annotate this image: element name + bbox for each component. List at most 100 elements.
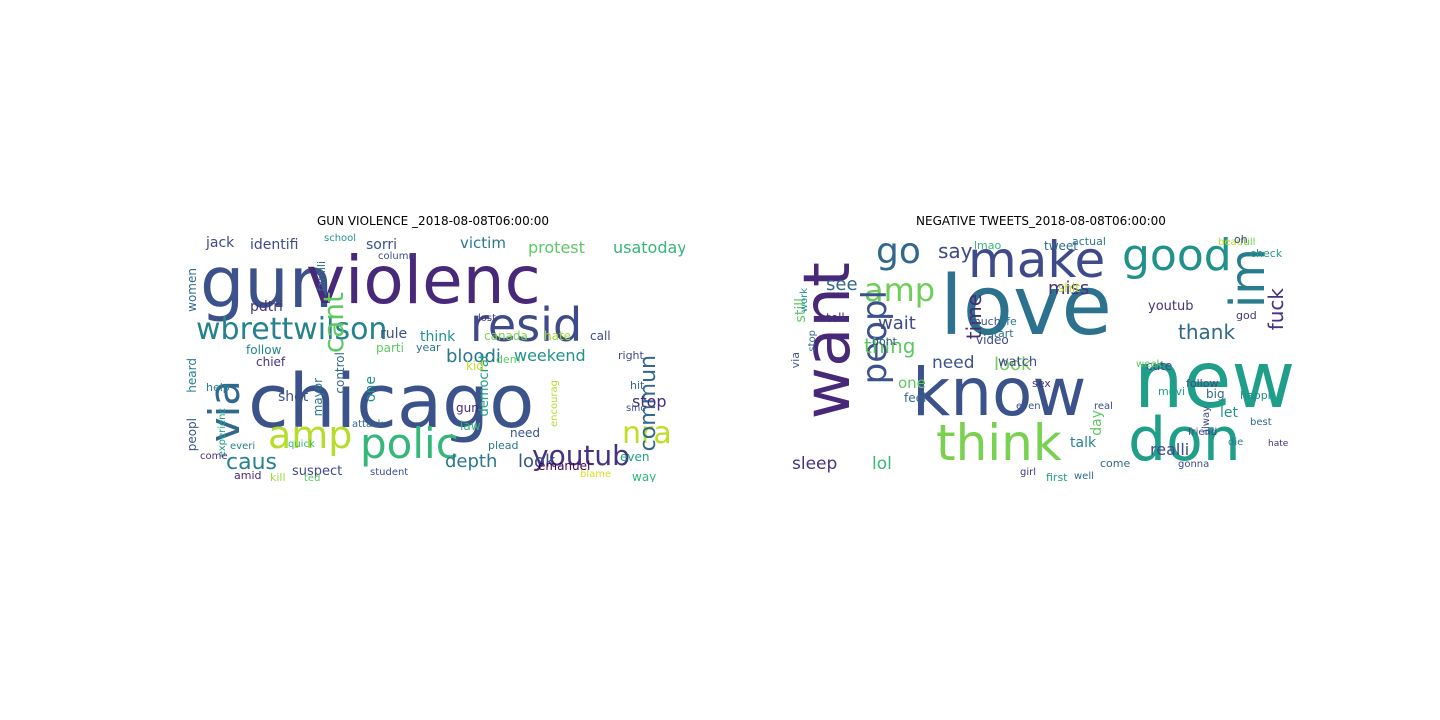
cloud-word: even	[1016, 401, 1041, 412]
cloud-word: new	[1134, 336, 1294, 426]
cloud-word: heard	[185, 358, 199, 393]
cloud-word: polic	[360, 419, 459, 468]
cloud-word: god	[1236, 309, 1257, 322]
cloud-word: hate	[544, 329, 572, 343]
cloud-word: come	[200, 451, 228, 462]
cloud-word: help	[206, 381, 230, 394]
cloud-word: pdtri	[250, 299, 283, 315]
cloud-word: tell	[826, 311, 845, 325]
cloud-word: happi	[1240, 389, 1271, 402]
cloud-word: gun	[456, 401, 479, 415]
cloud-word: jack	[206, 235, 235, 251]
cloud-word: actual	[1072, 235, 1106, 248]
cloud-word: alway	[1201, 406, 1212, 436]
cloud-word: full	[1240, 237, 1256, 248]
cloud-word: fuck	[1264, 288, 1288, 331]
cloud-word: day	[1089, 410, 1105, 436]
cloud-word: peopl	[185, 418, 199, 452]
cloud-word: die	[1228, 437, 1244, 448]
cloud-word: women	[185, 268, 199, 312]
cloud-word: cant	[317, 292, 350, 354]
cloud-word: resid	[470, 298, 583, 352]
cloud-word: caus	[226, 450, 277, 475]
cloud-word: beauti	[1218, 237, 1250, 248]
cloud-word: sinc	[626, 403, 646, 414]
cloud-word: think	[936, 414, 1062, 472]
cloud-word: law	[460, 419, 481, 433]
cloud-word: one	[363, 376, 379, 403]
cloud-word: dont	[872, 335, 897, 348]
cloud-word: video	[976, 333, 1009, 347]
cloud-word: sorri	[366, 237, 398, 253]
cloud-word: encourag	[549, 380, 560, 428]
cloud-word: wait	[878, 313, 916, 334]
cloud-word: kill	[270, 471, 286, 482]
cloud-word: amid	[234, 469, 262, 482]
cloud-word: first	[1046, 471, 1068, 482]
cloud-word: wbrettwilson	[196, 312, 388, 347]
cloud-word: school	[324, 233, 357, 244]
cloud-word: look	[994, 354, 1032, 375]
cloud-word: thing	[864, 334, 916, 358]
cloud-word: miss	[1048, 278, 1090, 299]
cloud-word: youtub	[532, 439, 630, 472]
cloud-word: emanuel	[538, 459, 591, 473]
cloud-word: need	[932, 353, 975, 373]
cloud-word: let	[1220, 405, 1238, 421]
cloud-word: attack	[352, 419, 384, 430]
cloud-word: thank	[1178, 320, 1236, 344]
cloud-word: hit	[630, 379, 645, 392]
cloud-word: need	[510, 426, 540, 440]
cloud-word: rule	[380, 326, 408, 342]
negative-tweets-word-cloud: love new want know make good don think im go say am…	[788, 230, 1294, 482]
cloud-word: weekend	[514, 346, 586, 365]
cloud-word: good	[1122, 230, 1232, 281]
cloud-word: best	[1250, 417, 1272, 428]
cloud-word: realli	[1150, 440, 1190, 459]
gun-violence-word-cloud: chicago gun violenc resid via wbrettwilson pol…	[180, 230, 685, 482]
cloud-word: friend	[1188, 427, 1218, 438]
cloud-word: see	[826, 274, 858, 295]
cloud-word: mayor	[311, 378, 325, 417]
cloud-word: shit	[1058, 281, 1080, 295]
cloud-word: gonna	[1178, 459, 1210, 470]
cloud-word: say	[938, 239, 973, 263]
cloud-word: tweet	[1044, 239, 1078, 253]
cloud-word: chicago	[248, 359, 535, 445]
cloud-word: well	[1074, 471, 1094, 482]
cloud-word: experienc	[217, 408, 228, 458]
cloud-word: stop	[807, 330, 818, 352]
cloud-word: hate	[1268, 439, 1289, 449]
cloud-word: famili	[315, 261, 328, 292]
cloud-word: year	[416, 341, 441, 354]
cloud-word: quick	[288, 439, 315, 450]
cloud-word: sex	[1032, 377, 1051, 390]
cloud-word: chief	[256, 355, 286, 369]
cloud-word: control	[333, 352, 347, 394]
cloud-word: work	[799, 288, 810, 313]
cloud-word: check	[1250, 247, 1283, 260]
right-panel-title: NEGATIVE TWEETS_2018-08-08T06:00:00	[916, 214, 1166, 228]
cloud-word: victim	[460, 234, 506, 252]
cloud-word: one	[898, 374, 926, 392]
cloud-word: everi	[230, 441, 256, 452]
cloud-word: usatoday	[613, 238, 685, 257]
cloud-word: feel	[904, 391, 927, 405]
cloud-word: come	[1100, 457, 1131, 470]
cloud-word: kid	[466, 359, 484, 373]
cloud-word: canada	[484, 329, 528, 343]
cloud-word: youtub	[1148, 299, 1194, 314]
cloud-word: talk	[1070, 435, 1097, 451]
cloud-word: stop	[632, 392, 667, 411]
cloud-word: dem	[496, 353, 521, 366]
cloud-word: life	[1000, 315, 1017, 328]
left-panel-title: GUN VIOLENCE _2018-08-08T06:00:00	[316, 214, 550, 228]
cloud-word: suspect	[292, 464, 343, 479]
cloud-word: right	[618, 349, 644, 362]
cloud-word: movi	[1158, 385, 1186, 398]
cloud-word: girl	[1020, 467, 1037, 478]
cloud-word: blame	[580, 469, 612, 480]
cloud-word: column	[378, 251, 415, 262]
cloud-word: via	[789, 352, 802, 369]
cloud-word: much	[970, 315, 1001, 328]
